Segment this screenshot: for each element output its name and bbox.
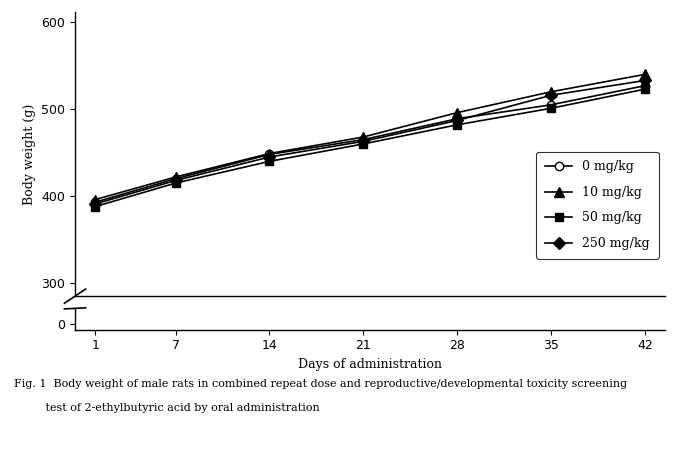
10 mg/kg — [91, 197, 99, 203]
0 mg/kg — [641, 83, 649, 89]
0 mg/kg — [359, 137, 368, 142]
50 mg/kg — [171, 180, 179, 186]
Y-axis label: Body weight (g): Body weight (g) — [23, 103, 35, 204]
0 mg/kg — [265, 152, 273, 157]
10 mg/kg — [641, 72, 649, 77]
10 mg/kg — [171, 174, 179, 180]
250 mg/kg — [171, 178, 179, 183]
Line: 250 mg/kg: 250 mg/kg — [91, 76, 649, 208]
0 mg/kg — [91, 199, 99, 205]
Line: 0 mg/kg: 0 mg/kg — [91, 81, 649, 206]
250 mg/kg — [547, 92, 555, 98]
Text: Fig. 1  Body weight of male rats in combined repeat dose and reproductive/develo: Fig. 1 Body weight of male rats in combi… — [14, 379, 627, 389]
250 mg/kg — [641, 78, 649, 83]
250 mg/kg — [265, 154, 273, 160]
50 mg/kg — [641, 86, 649, 92]
X-axis label: Days of administration: Days of administration — [298, 358, 442, 371]
Legend: 0 mg/kg, 10 mg/kg, 50 mg/kg, 250 mg/kg: 0 mg/kg, 10 mg/kg, 50 mg/kg, 250 mg/kg — [536, 152, 659, 259]
50 mg/kg — [453, 122, 461, 128]
10 mg/kg — [453, 110, 461, 115]
50 mg/kg — [91, 204, 99, 210]
0 mg/kg — [547, 102, 555, 108]
10 mg/kg — [547, 89, 555, 95]
50 mg/kg — [359, 141, 368, 147]
0 mg/kg — [171, 176, 179, 181]
Line: 10 mg/kg: 10 mg/kg — [90, 70, 650, 204]
250 mg/kg — [91, 201, 99, 207]
Text: test of 2-ethylbutyric acid by oral administration: test of 2-ethylbutyric acid by oral admi… — [14, 403, 319, 413]
0 mg/kg — [453, 116, 461, 122]
50 mg/kg — [265, 159, 273, 164]
Line: 50 mg/kg: 50 mg/kg — [91, 85, 649, 211]
50 mg/kg — [547, 106, 555, 111]
250 mg/kg — [359, 138, 368, 144]
10 mg/kg — [265, 151, 273, 156]
250 mg/kg — [453, 118, 461, 123]
10 mg/kg — [359, 134, 368, 140]
